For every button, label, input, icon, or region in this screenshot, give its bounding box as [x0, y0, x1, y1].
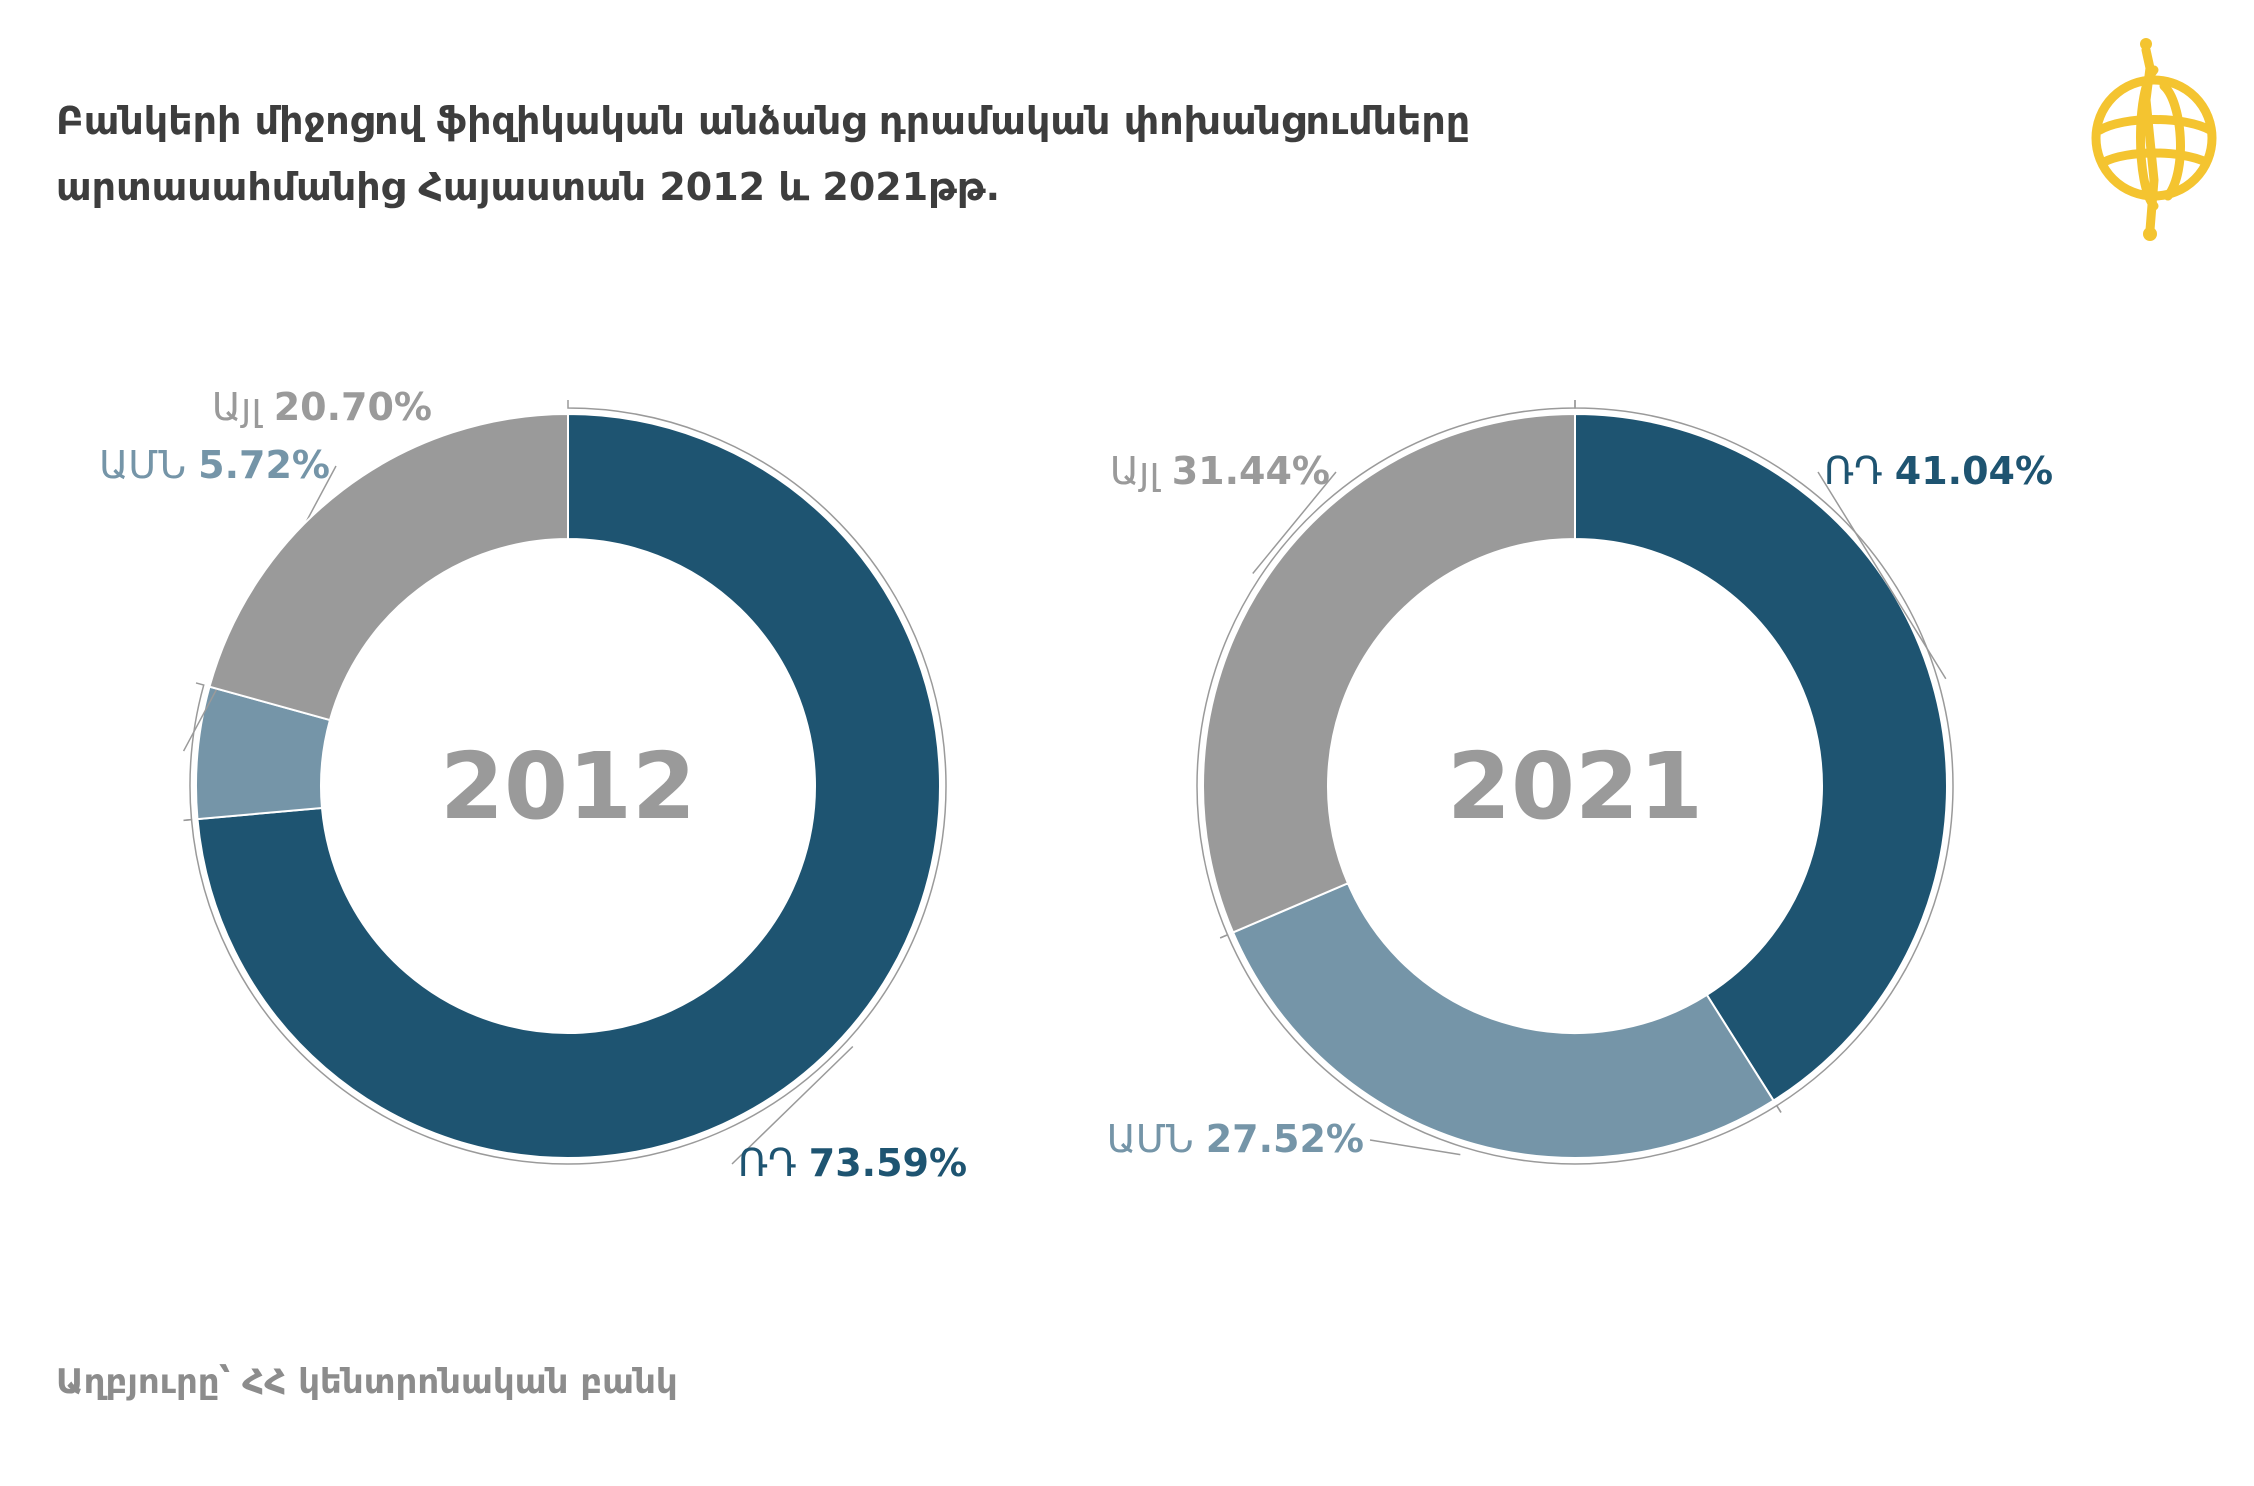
slice-value: 27.52%	[1206, 1117, 1364, 1161]
slice-bracket-ru-2021	[1574, 400, 1954, 1113]
slice-name: Այլ	[212, 385, 274, 429]
label-connector-ru-2012	[731, 1045, 854, 1165]
globe-logo-icon	[2091, 38, 2217, 241]
slice-value: 41.04%	[1895, 449, 2053, 493]
slice-label-us-2021: ԱՄՆ 27.52%	[1107, 1117, 1364, 1161]
slice-label-ru-2012: ՌԴ 73.59%	[738, 1141, 967, 1185]
slice-label-other-2012: Այլ 20.70%	[212, 385, 432, 429]
slice-name: ՌԴ	[1824, 449, 1895, 493]
label-connector-ru-2021	[1817, 471, 1947, 680]
donut-chart-2021: ՌԴ 41.04% ԱՄՆ 27.52% Այլ 31.44% 2021	[1107, 400, 2053, 1165]
slice-bracket-us-2012	[183, 682, 205, 822]
slice-name: ԱՄՆ	[99, 443, 198, 487]
slice-other-2012	[208, 412, 569, 722]
slice-label-other-2021: Այլ 31.44%	[1110, 449, 1330, 493]
slice-value: 20.70%	[274, 385, 432, 429]
slice-label-us-2012: ԱՄՆ 5.72%	[99, 443, 330, 487]
chart-title: Բանկերի միջոցով ֆիզիկական անձանց դրամակա…	[56, 88, 1956, 220]
slice-value: 5.72%	[198, 443, 330, 487]
slice-name: ԱՄՆ	[1107, 1117, 1206, 1161]
center-year-label-2021: 2021	[1447, 733, 1703, 840]
source-note: Աղբյուրը՝ ՀՀ կենտրոնական բանկ	[56, 1362, 678, 1402]
label-connector-other-2021	[1252, 471, 1337, 574]
slice-ru-2012	[196, 412, 941, 1159]
chart-title-line-2: արտասահմանից Հայաստան 2012 և 2021թթ.	[56, 165, 1001, 209]
label-connector-us-2021	[1369, 1139, 1461, 1156]
slice-bracket-other-2021	[1196, 400, 1576, 939]
slice-name: Այլ	[1110, 449, 1172, 493]
slice-value: 31.44%	[1172, 449, 1330, 493]
slice-other-2021	[1202, 412, 1576, 934]
slice-bracket-us-2021	[1219, 933, 1782, 1165]
slice-ru-2021	[1574, 412, 1948, 1102]
donut-chart-2012: ՌԴ 73.59% ԱՄՆ 5.72% Այլ 20.70% 2012	[99, 385, 967, 1185]
slice-us-2021	[1231, 881, 1775, 1159]
slice-bracket-ru-2012	[183, 400, 947, 1165]
center-year-label-2012: 2012	[440, 733, 696, 840]
slice-value: 73.59%	[809, 1141, 967, 1185]
slice-label-ru-2021: ՌԴ 41.04%	[1824, 449, 2053, 493]
chart-title-line-1: Բանկերի միջոցով ֆիզիկական անձանց դրամակա…	[56, 99, 1471, 143]
slice-name: ՌԴ	[738, 1141, 809, 1185]
